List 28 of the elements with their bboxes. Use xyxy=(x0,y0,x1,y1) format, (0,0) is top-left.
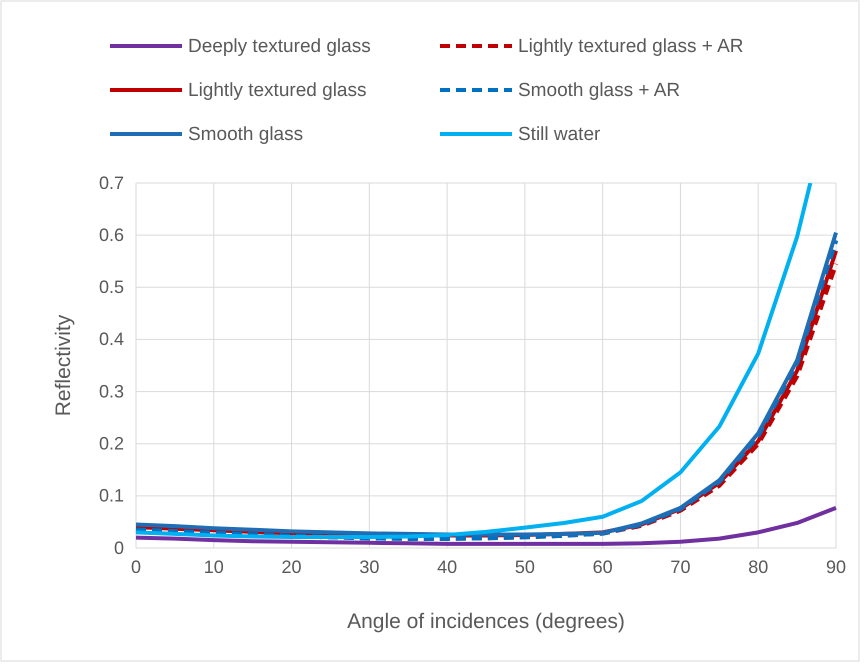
y-tick-label: 0.1 xyxy=(98,486,124,506)
legend-label: Still water xyxy=(518,124,602,145)
x-tick-label: 10 xyxy=(204,556,224,577)
legend-label: Smooth glass xyxy=(188,124,304,145)
y-tick-label: 0.6 xyxy=(98,224,124,245)
x-tick-label: 70 xyxy=(670,556,690,577)
legend-label: Smooth glass + AR xyxy=(518,80,680,101)
y-tick-label: 0.4 xyxy=(98,329,124,350)
x-tick-label: 50 xyxy=(514,556,535,577)
y-tick-label: 0.5 xyxy=(98,277,124,298)
y-tick-label: 0.3 xyxy=(98,381,124,402)
x-tick-label: 20 xyxy=(282,556,302,577)
x-axis-title: Angle of incidences (degrees) xyxy=(347,610,625,633)
legend-label: Deeply textured glass xyxy=(188,36,371,57)
legend-label: Lightly textured glass + AR xyxy=(518,36,744,57)
x-tick-label: 60 xyxy=(592,556,613,577)
line-series xyxy=(134,506,838,546)
y-tick-label: 0.7 xyxy=(98,172,124,193)
x-tick-label: 30 xyxy=(359,556,380,577)
x-tick-label: 90 xyxy=(826,556,846,577)
x-tick-label: 0 xyxy=(130,556,142,577)
y-axis-title: Reflectivity xyxy=(52,314,75,416)
x-tick-label: 40 xyxy=(437,556,458,577)
x-tick-label: 80 xyxy=(748,556,768,577)
y-tick-label: 0 xyxy=(114,538,124,558)
legend-label: Lightly textured glass xyxy=(188,80,366,101)
line-series xyxy=(134,183,812,540)
y-tick-label: 0.2 xyxy=(98,433,124,454)
